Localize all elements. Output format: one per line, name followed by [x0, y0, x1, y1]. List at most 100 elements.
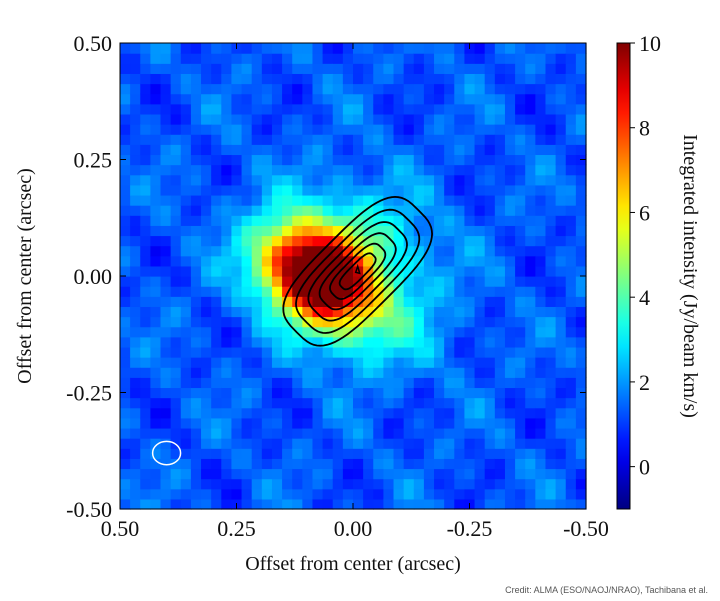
heatmap-cell — [312, 478, 324, 490]
heatmap-cell — [221, 367, 233, 378]
heatmap-cell — [393, 286, 405, 297]
heatmap-cell — [434, 124, 445, 135]
heatmap-cell — [525, 286, 536, 297]
heatmap-cell — [363, 184, 374, 196]
heatmap-cell — [211, 498, 222, 510]
heatmap-cell — [261, 265, 273, 277]
heatmap-cell — [170, 367, 182, 378]
heatmap-cell — [464, 407, 476, 419]
heatmap-cell — [575, 43, 587, 54]
heatmap-cell — [251, 387, 263, 399]
heatmap-cell — [535, 154, 547, 166]
heatmap-cell — [271, 377, 283, 389]
heatmap-cell — [545, 43, 557, 54]
heatmap-cell — [241, 478, 253, 490]
heatmap-cell — [504, 43, 516, 54]
heatmap-cell — [211, 306, 222, 318]
heatmap-cell — [332, 154, 344, 166]
heatmap-cell — [292, 296, 303, 307]
heatmap-cell — [170, 316, 182, 328]
heatmap-cell — [494, 468, 506, 480]
heatmap-cell — [282, 134, 293, 145]
heatmap-cell — [170, 144, 182, 156]
heatmap-cell — [403, 367, 415, 378]
heatmap-cell — [271, 336, 283, 348]
heatmap-cell — [423, 205, 435, 216]
heatmap-cell — [302, 164, 314, 176]
heatmap-cell — [261, 83, 273, 95]
heatmap-cell — [211, 357, 222, 368]
heatmap-cell — [504, 316, 516, 328]
heatmap-cell — [271, 245, 283, 257]
heatmap-cell — [302, 124, 314, 135]
heatmap-cell — [332, 286, 344, 297]
y-tick-label: 0.25 — [74, 148, 113, 173]
heatmap-cell — [545, 265, 557, 277]
heatmap-cell — [555, 326, 567, 338]
heatmap-cell — [160, 387, 172, 399]
heatmap-cell — [140, 316, 151, 328]
heatmap-cell — [342, 357, 354, 368]
heatmap-cell — [444, 468, 455, 480]
heatmap-cell — [292, 357, 303, 368]
heatmap-cell — [383, 478, 395, 490]
heatmap-cell — [413, 73, 425, 85]
heatmap-cell — [535, 245, 547, 257]
heatmap-cell — [515, 296, 526, 307]
heatmap-cell — [525, 306, 536, 318]
heatmap-cell — [190, 53, 202, 64]
heatmap-cell — [504, 255, 516, 267]
heatmap-cell — [383, 184, 395, 196]
heatmap-cell — [231, 265, 243, 277]
heatmap-cell — [140, 478, 151, 490]
heatmap-cell — [170, 215, 182, 226]
heatmap-cell — [474, 73, 486, 85]
heatmap-cell — [515, 144, 526, 156]
heatmap-cell — [170, 407, 182, 419]
heatmap-cell — [271, 346, 283, 358]
heatmap-cell — [282, 296, 293, 307]
heatmap-cell — [393, 144, 405, 156]
heatmap-cell — [170, 387, 182, 399]
heatmap-cell — [312, 245, 324, 257]
heatmap-cell — [332, 113, 344, 125]
heatmap-cell — [342, 326, 354, 338]
heatmap-cell — [120, 103, 131, 115]
heatmap-cell — [403, 336, 415, 348]
heatmap-cell — [484, 164, 496, 176]
heatmap-cell — [302, 103, 314, 115]
heatmap-cell — [444, 255, 455, 267]
heatmap-cell — [180, 296, 192, 307]
heatmap-cell — [464, 73, 476, 85]
heatmap-cell — [271, 296, 283, 307]
heatmap-cell — [170, 103, 182, 115]
heatmap-cell — [271, 407, 283, 419]
x-tick-label: 0.00 — [334, 516, 373, 541]
heatmap-cell — [190, 417, 202, 429]
heatmap-cell — [474, 427, 486, 439]
heatmap-cell — [150, 316, 162, 328]
heatmap-cell — [201, 316, 212, 328]
heatmap-cell — [251, 63, 263, 74]
heatmap-cell — [545, 164, 557, 176]
heatmap-cell — [423, 296, 435, 307]
heatmap-cell — [454, 205, 466, 216]
heatmap-cell — [393, 316, 405, 328]
heatmap-cell — [575, 184, 587, 196]
heatmap-cell — [201, 255, 212, 267]
heatmap-cell — [535, 113, 547, 125]
heatmap-cell — [322, 194, 334, 206]
heatmap-cell — [484, 194, 496, 206]
heatmap-cell — [211, 174, 222, 186]
heatmap-cell — [353, 93, 364, 105]
contour-line — [329, 242, 387, 300]
heatmap-cell — [271, 306, 283, 318]
heatmap-cell — [160, 316, 172, 328]
heatmap-cell — [535, 427, 547, 439]
heatmap-cell — [271, 164, 283, 176]
heatmap-cell — [454, 468, 466, 480]
heatmap-cell — [575, 488, 587, 500]
heatmap-cell — [494, 377, 506, 389]
heatmap-cell — [464, 174, 476, 186]
heatmap-cell — [575, 448, 587, 459]
